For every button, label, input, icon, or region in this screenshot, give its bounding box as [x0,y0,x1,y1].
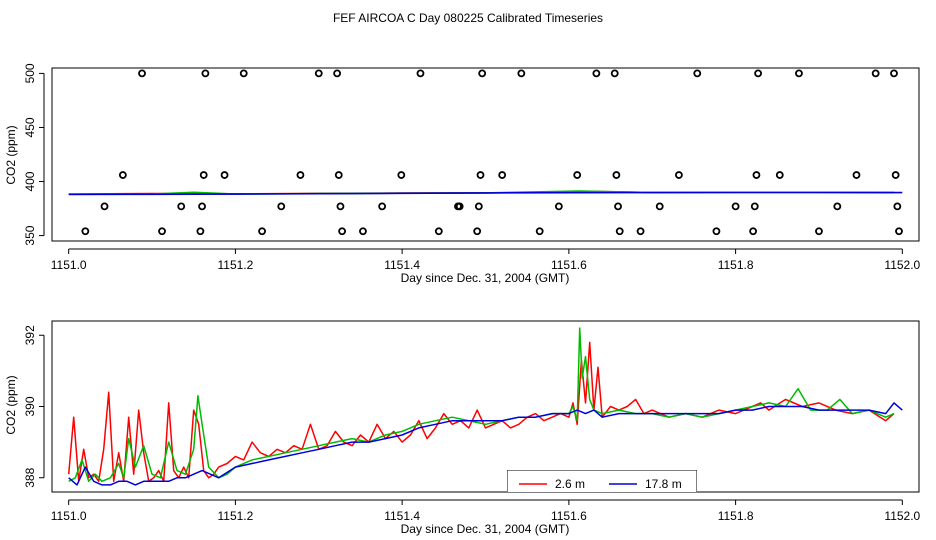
calibration-point [138,69,146,78]
top-y-tick-label: 350 [23,225,37,245]
calibration-point [795,69,803,78]
calibration-point [636,227,645,236]
calibration-point [158,227,166,236]
calibration-point [474,202,483,211]
top-plot-frame [51,67,920,242]
top-x-axis-label: Day since Dec. 31, 2004 (GMT) [401,271,570,285]
top-x-tick-label: 1151.6 [551,258,587,272]
top-x-tick-label: 1151.4 [384,258,420,272]
calibration-point [731,202,740,211]
calibration-point [895,227,903,236]
calibration-point [752,171,761,179]
bottom-plot-frame [51,320,920,493]
calibration-point [891,171,900,179]
calibration-point [118,171,127,179]
calibration-point [100,202,109,211]
bottom-series-line-4-8-m [68,327,895,483]
calibration-point [81,227,90,236]
calibration-point [750,202,759,211]
bottom-series-line-17-8-m [68,402,903,486]
calibration-point [498,171,507,179]
calibration-point [890,69,898,78]
calibration-point [833,202,842,211]
calibration-point [333,69,342,78]
calibration-point [535,227,544,236]
bottom-y-tick-label: 390 [23,396,37,416]
calibration-point [378,202,387,211]
calibration-point [712,227,721,236]
calibration-point [573,171,582,179]
bottom-x-axis-label: Day since Dec. 31, 2004 (GMT) [401,522,570,536]
bottom-panel: Day since Dec. 31, 2004 (GMT) CO2 (ppm) … [4,320,921,536]
bottom-x-tick-label: 1151.8 [718,509,754,523]
calibration-point [592,69,601,78]
calibration-point [754,69,763,78]
calibration-point [615,227,624,236]
bottom-x-tick-label: 1151.4 [384,509,420,523]
bottom-x-tick-label: 1151.6 [551,509,587,523]
calibration-point [815,227,823,236]
calibration-point [196,227,205,236]
calibration-point [517,69,526,78]
calibration-point [338,227,347,236]
calibration-point [655,202,664,211]
calibration-point [336,202,345,211]
calibration-point [201,69,210,78]
calibration-point [871,69,880,78]
bottom-y-tick-label: 388 [23,467,37,487]
calibration-point [239,69,248,78]
top-series-line-17-8-m [68,191,903,196]
bottom-y-tick-label: 392 [23,325,37,345]
calibration-point [359,227,367,236]
legend-label: 2.6 m [555,477,585,491]
calibration-point [473,227,482,236]
calibration-point [614,202,622,211]
bottom-x-tick-label: 1151.2 [217,509,253,523]
calibration-point [416,69,425,78]
calibration-point [434,227,443,236]
calibration-point [554,202,563,211]
figure-title: FEF AIRCOA C Day 080225 Calibrated Times… [333,11,603,25]
calibration-point [675,171,683,179]
bottom-x-tick-label: 1152.0 [884,509,920,523]
calibration-point [258,227,266,236]
calibration-point [893,202,902,211]
calibration-point [334,171,343,179]
calibration-point [455,202,464,211]
bottom-series-line-2-6-m [67,341,895,483]
top-x-tick-label: 1151.0 [51,258,87,272]
bottom-y-axis-label: CO2 (ppm) [4,375,18,434]
calibration-point [198,202,206,211]
legend-label: 17.8 m [645,477,682,491]
calibration-point [220,171,229,179]
top-y-tick-label: 450 [23,117,37,137]
calibration-point [610,69,619,78]
calibration-point [476,171,485,179]
top-x-tick-label: 1152.0 [884,258,920,272]
calibration-point [693,69,702,78]
calibration-point [397,171,406,179]
calibration-point [612,171,621,179]
calibration-point [277,202,286,211]
calibration-point [177,202,186,211]
calibration-point [852,171,861,179]
bottom-x-tick-label: 1151.0 [51,509,87,523]
calibration-point [199,171,208,179]
legend-box [507,470,697,492]
legend: 2.6 m 17.8 m 4.8 m [507,470,697,509]
calibration-point [775,171,784,179]
top-x-tick-label: 1151.8 [718,258,754,272]
top-y-axis-label: CO2 (ppm) [4,125,18,184]
calibration-point [314,69,323,78]
calibration-point [478,69,487,78]
top-y-tick-label: 400 [23,171,37,191]
top-panel: Day since Dec. 31, 2004 (GMT) CO2 (ppm) … [4,63,921,285]
legend-label: 4.8 m [555,495,585,509]
calibration-point [749,227,758,236]
top-y-tick-label: 500 [23,63,37,83]
top-x-tick-label: 1151.2 [217,258,253,272]
calibration-point [296,171,305,179]
